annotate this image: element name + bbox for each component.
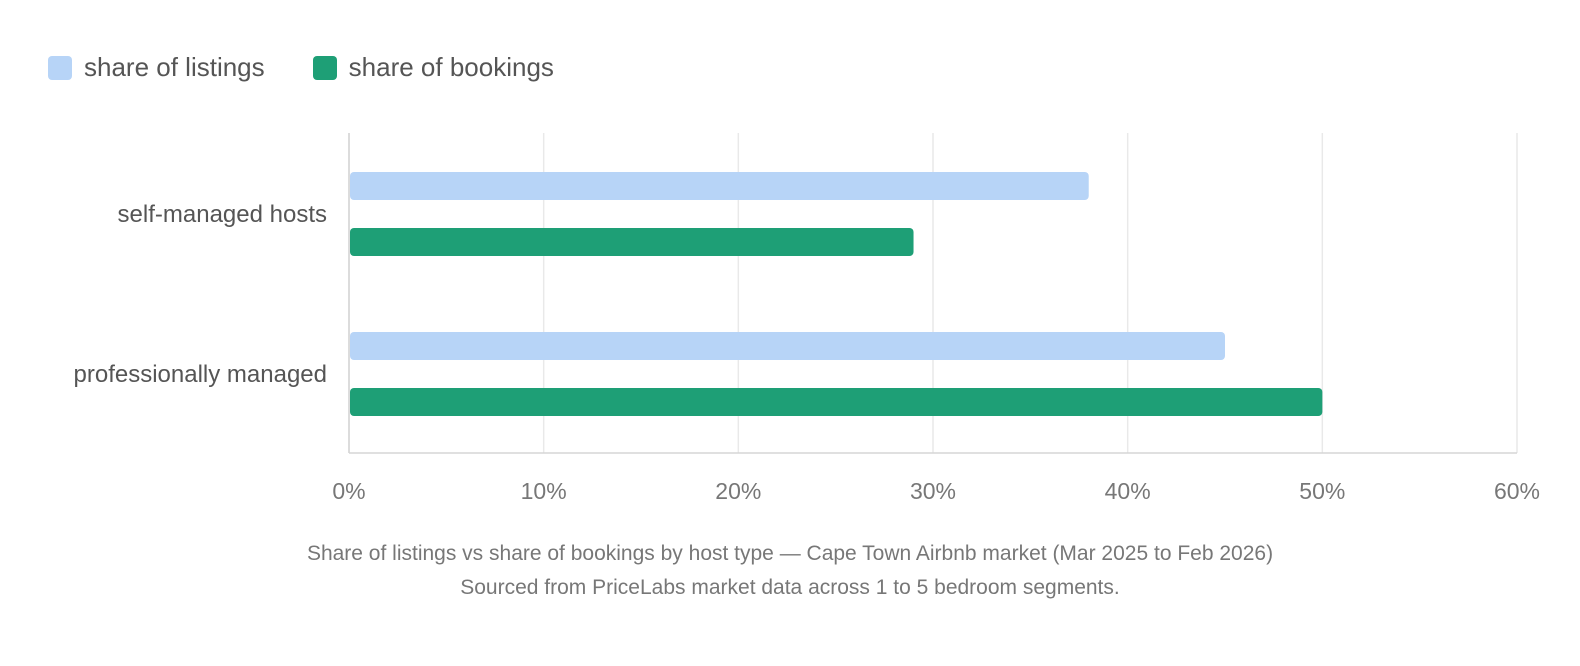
legend-swatch-listings — [48, 55, 72, 80]
caption-line-2: Sourced from PriceLabs market data acros… — [460, 576, 1120, 599]
x-tick-label-2: 20% — [715, 478, 761, 504]
chart-caption: Share of listings vs share of bookings b… — [0, 537, 1580, 605]
x-tick-label-4: 40% — [1105, 478, 1151, 504]
legend-item-bookings[interactable]: share of bookings — [312, 52, 554, 83]
caption-line-1: Share of listings vs share of bookings b… — [306, 542, 1274, 565]
legend-swatch-bookings — [312, 55, 337, 80]
chart-legend: share of listings share of bookings — [48, 52, 602, 83]
legend-item-listings[interactable]: share of listings — [48, 52, 265, 83]
x-tick-label-1: 10% — [521, 478, 567, 504]
bar-bookings-0 — [350, 228, 914, 256]
bar-listings-1 — [350, 332, 1225, 360]
x-tick-label-0: 0% — [332, 478, 365, 504]
bar-bookings-1 — [350, 388, 1323, 416]
x-tick-label-3: 30% — [910, 478, 956, 504]
category-label-0: self-managed hosts — [118, 201, 327, 228]
legend-label-listings: share of listings — [84, 52, 265, 82]
legend-label-bookings: share of bookings — [348, 52, 554, 82]
bar-listings-0 — [350, 172, 1089, 200]
x-tick-label-6: 60% — [1494, 478, 1540, 504]
category-label-1: professionally managed — [74, 361, 328, 388]
x-tick-label-5: 50% — [1299, 478, 1345, 504]
